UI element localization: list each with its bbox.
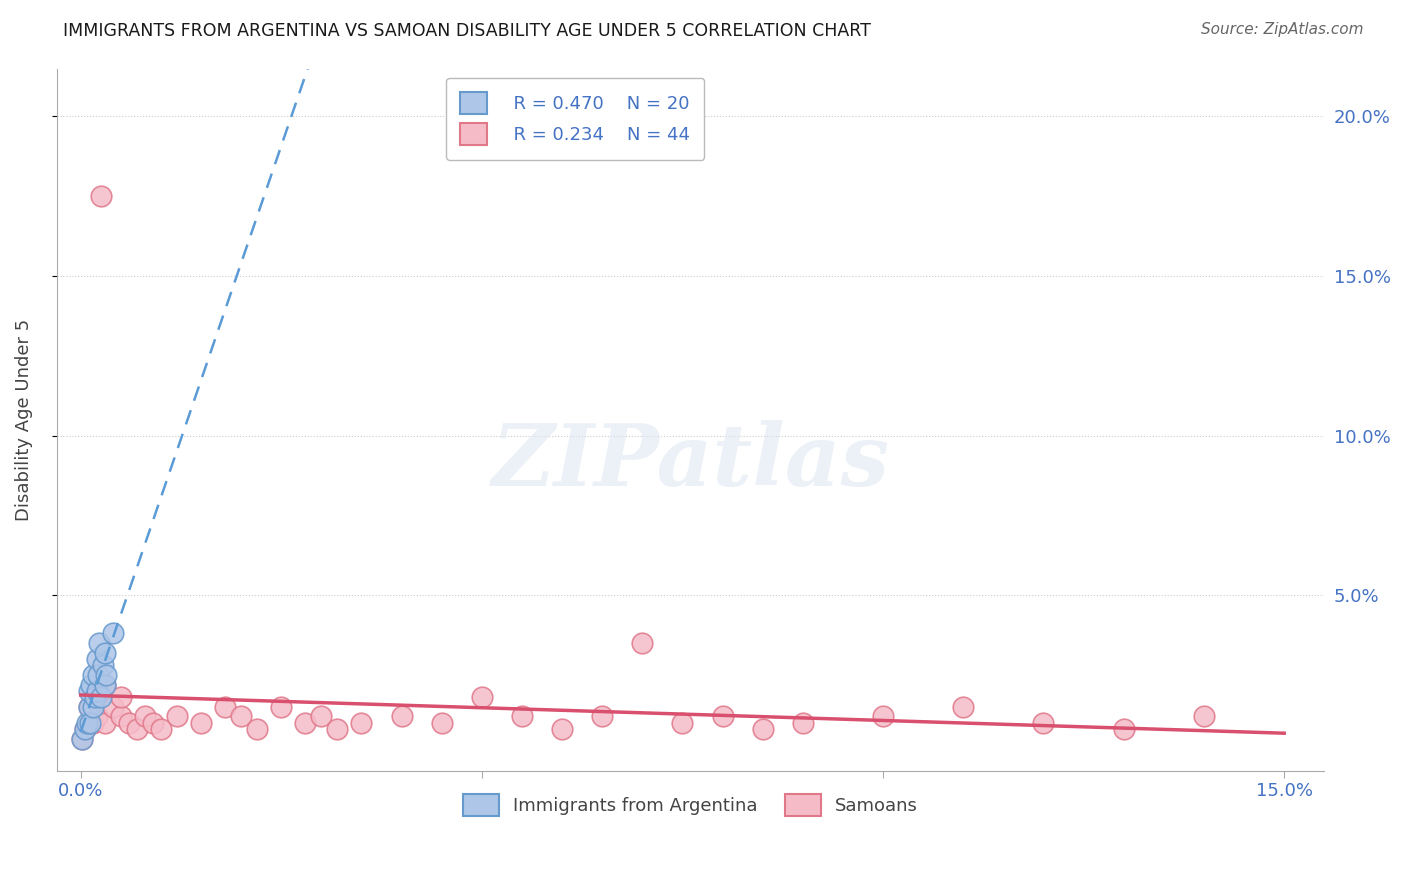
Point bbox=[101, 699, 124, 714]
Point bbox=[96, 668, 118, 682]
Point bbox=[270, 699, 292, 714]
Point bbox=[671, 715, 693, 730]
Point bbox=[190, 715, 212, 730]
Point bbox=[551, 722, 574, 736]
Point bbox=[631, 636, 654, 650]
Point bbox=[87, 668, 110, 682]
Point bbox=[110, 709, 132, 723]
Point bbox=[591, 709, 613, 723]
Point bbox=[73, 722, 96, 736]
Point bbox=[471, 690, 494, 705]
Point bbox=[134, 709, 156, 723]
Point bbox=[125, 722, 148, 736]
Text: IMMIGRANTS FROM ARGENTINA VS SAMOAN DISABILITY AGE UNDER 5 CORRELATION CHART: IMMIGRANTS FROM ARGENTINA VS SAMOAN DISA… bbox=[63, 22, 872, 40]
Point bbox=[792, 715, 814, 730]
Point bbox=[72, 731, 94, 746]
Point bbox=[82, 699, 104, 714]
Point bbox=[77, 715, 100, 730]
Point bbox=[149, 722, 172, 736]
Point bbox=[72, 731, 94, 746]
Point bbox=[391, 709, 413, 723]
Point bbox=[77, 699, 100, 714]
Legend: Immigrants from Argentina, Samoans: Immigrants from Argentina, Samoans bbox=[454, 785, 927, 825]
Point bbox=[751, 722, 773, 736]
Point bbox=[94, 715, 117, 730]
Point bbox=[311, 709, 333, 723]
Y-axis label: Disability Age Under 5: Disability Age Under 5 bbox=[15, 318, 32, 521]
Point bbox=[84, 690, 107, 705]
Point bbox=[91, 658, 114, 673]
Point bbox=[86, 709, 108, 723]
Point bbox=[79, 715, 101, 730]
Point bbox=[77, 684, 100, 698]
Point bbox=[94, 646, 117, 660]
Point bbox=[294, 715, 316, 730]
Point bbox=[101, 626, 124, 640]
Point bbox=[430, 715, 453, 730]
Point bbox=[118, 715, 141, 730]
Point bbox=[1112, 722, 1135, 736]
Point bbox=[1192, 709, 1215, 723]
Point bbox=[142, 715, 165, 730]
Point bbox=[82, 668, 104, 682]
Text: Source: ZipAtlas.com: Source: ZipAtlas.com bbox=[1201, 22, 1364, 37]
Point bbox=[73, 722, 96, 736]
Point bbox=[1032, 715, 1054, 730]
Point bbox=[166, 709, 188, 723]
Point bbox=[110, 690, 132, 705]
Point bbox=[214, 699, 236, 714]
Point bbox=[231, 709, 253, 723]
Point bbox=[76, 715, 98, 730]
Point bbox=[89, 636, 111, 650]
Point bbox=[86, 690, 108, 705]
Point bbox=[90, 189, 112, 203]
Point bbox=[246, 722, 269, 736]
Point bbox=[77, 699, 100, 714]
Point bbox=[80, 677, 103, 691]
Point bbox=[872, 709, 894, 723]
Text: ZIPatlas: ZIPatlas bbox=[491, 420, 890, 503]
Point bbox=[86, 652, 108, 666]
Point bbox=[510, 709, 533, 723]
Point bbox=[94, 677, 117, 691]
Point bbox=[94, 677, 117, 691]
Point bbox=[952, 699, 974, 714]
Point bbox=[86, 684, 108, 698]
Point bbox=[326, 722, 349, 736]
Point bbox=[711, 709, 734, 723]
Point bbox=[350, 715, 373, 730]
Point bbox=[90, 690, 112, 705]
Point bbox=[82, 715, 104, 730]
